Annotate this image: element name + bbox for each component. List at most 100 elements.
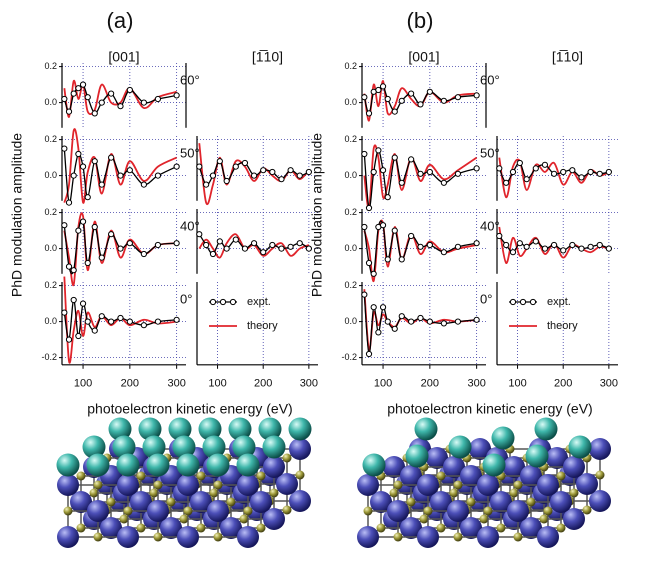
theory-curve xyxy=(63,128,178,204)
expt-point xyxy=(154,95,162,103)
expt-point xyxy=(287,243,294,250)
expt-point xyxy=(70,267,77,274)
expt-point xyxy=(516,159,523,167)
x-tick-label: 200 xyxy=(254,378,272,390)
expt-point xyxy=(361,94,368,101)
atom xyxy=(269,488,279,498)
expt-point xyxy=(408,232,415,240)
expt-point xyxy=(65,336,73,343)
legend-label: theory xyxy=(247,320,278,332)
expt-point xyxy=(84,259,91,267)
expt-point xyxy=(370,168,377,176)
expt-point xyxy=(379,83,387,90)
expt-point xyxy=(260,249,267,256)
atom xyxy=(387,500,409,522)
expt-point xyxy=(216,158,223,165)
expt-point xyxy=(203,241,210,249)
expt-point xyxy=(391,108,398,115)
expt-point xyxy=(398,256,405,263)
atom xyxy=(447,500,469,522)
y-tick-label: 0.2 xyxy=(344,207,357,217)
atom xyxy=(256,471,266,481)
expt-point xyxy=(361,150,368,158)
y-tick-label: 0.2 xyxy=(344,61,357,71)
expt-point xyxy=(84,318,91,325)
expt-point xyxy=(398,97,405,104)
expt-point xyxy=(578,245,585,252)
expt-point xyxy=(117,314,124,322)
y-tick-label: 0.2 xyxy=(44,134,57,144)
expt-point xyxy=(61,222,68,229)
adsorbate-atom xyxy=(112,435,136,459)
atom xyxy=(479,514,489,524)
legend-marker xyxy=(529,298,537,306)
adsorbate-atom xyxy=(86,453,110,477)
expt-point xyxy=(578,174,585,181)
y-axis-label: PhD modulation amplitude xyxy=(309,133,325,297)
expt-point xyxy=(140,99,147,106)
expt-point xyxy=(532,238,539,245)
y-tick-label: 0.0 xyxy=(344,97,357,107)
atom xyxy=(370,491,392,513)
expt-point xyxy=(154,318,162,325)
atom xyxy=(503,456,525,478)
atom xyxy=(183,506,193,516)
theory-curve xyxy=(198,233,310,259)
atom xyxy=(250,491,272,513)
expt-point xyxy=(560,247,567,254)
theory-curve xyxy=(498,157,610,199)
y-tick-label: 0.0 xyxy=(44,316,57,326)
atom xyxy=(166,497,176,507)
atom xyxy=(526,497,536,507)
adsorbate-atom xyxy=(262,435,286,459)
expt-point xyxy=(596,241,603,249)
expt-point xyxy=(417,170,424,177)
adsorbate-atom xyxy=(142,435,166,459)
x-tick-label: 100 xyxy=(374,378,392,390)
atom xyxy=(436,523,446,533)
expt-point xyxy=(140,322,147,329)
expt-point xyxy=(223,177,230,185)
atom xyxy=(393,480,403,490)
expt-point xyxy=(440,320,447,327)
expt-point xyxy=(496,232,503,240)
adsorbate-atom xyxy=(525,444,549,468)
atom xyxy=(520,465,542,487)
expt-point xyxy=(503,241,510,249)
expt-point xyxy=(117,172,124,179)
expt-point xyxy=(91,158,98,165)
atom xyxy=(239,514,249,524)
atom xyxy=(406,497,416,507)
expt-point xyxy=(70,172,77,179)
expt-point xyxy=(384,256,391,263)
y-tick-label: 0.2 xyxy=(44,280,57,290)
column-title: [001] xyxy=(108,49,139,65)
atom xyxy=(357,526,379,548)
atom xyxy=(136,471,146,481)
expt-point xyxy=(605,245,612,252)
atom xyxy=(63,506,73,516)
expt-point xyxy=(391,325,398,332)
atom xyxy=(179,514,189,524)
atom xyxy=(453,480,463,490)
expt-point xyxy=(440,97,447,104)
atom xyxy=(263,456,285,478)
atom xyxy=(57,474,79,496)
column-title: [001] xyxy=(408,49,439,65)
theory-curve xyxy=(63,276,177,364)
atom xyxy=(453,532,463,542)
expt-point xyxy=(79,163,87,170)
expt-point xyxy=(560,168,567,176)
expt-point xyxy=(379,222,387,229)
atom xyxy=(466,497,476,507)
expt-point xyxy=(108,318,115,325)
adsorbate-atom xyxy=(56,453,80,477)
x-tick-label: 300 xyxy=(467,378,485,390)
expt-point xyxy=(250,172,258,179)
expt-point xyxy=(154,172,162,179)
atom xyxy=(70,491,92,513)
expt-point xyxy=(108,154,115,161)
y-tick-label: 0.0 xyxy=(44,243,57,253)
atom xyxy=(449,488,459,498)
atom xyxy=(543,506,553,516)
